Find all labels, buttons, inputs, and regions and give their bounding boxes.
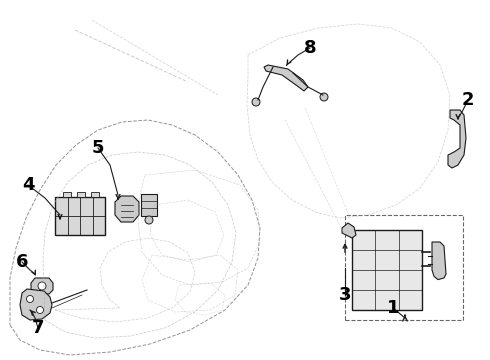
Text: 3: 3	[339, 286, 351, 304]
Circle shape	[38, 282, 46, 290]
Text: 5: 5	[92, 139, 104, 157]
Text: 8: 8	[304, 39, 317, 57]
Bar	[352, 230, 422, 310]
Bar	[91, 192, 99, 197]
Text: 2: 2	[462, 91, 474, 109]
Polygon shape	[264, 65, 308, 91]
Polygon shape	[115, 196, 139, 222]
Circle shape	[145, 216, 153, 224]
Polygon shape	[448, 110, 466, 168]
Text: 1: 1	[387, 299, 399, 317]
Polygon shape	[342, 223, 356, 238]
Polygon shape	[20, 289, 52, 320]
Polygon shape	[31, 278, 53, 294]
Bar	[345, 215, 463, 320]
Circle shape	[320, 93, 328, 101]
Bar	[141, 194, 157, 216]
Text: 4: 4	[22, 176, 34, 194]
Bar	[63, 192, 71, 197]
Circle shape	[36, 306, 44, 314]
Bar	[55, 197, 105, 235]
Circle shape	[252, 98, 260, 106]
Bar	[77, 192, 85, 197]
Text: 6: 6	[16, 253, 28, 271]
Circle shape	[26, 296, 33, 302]
Text: 7: 7	[32, 319, 44, 337]
Polygon shape	[432, 242, 446, 280]
